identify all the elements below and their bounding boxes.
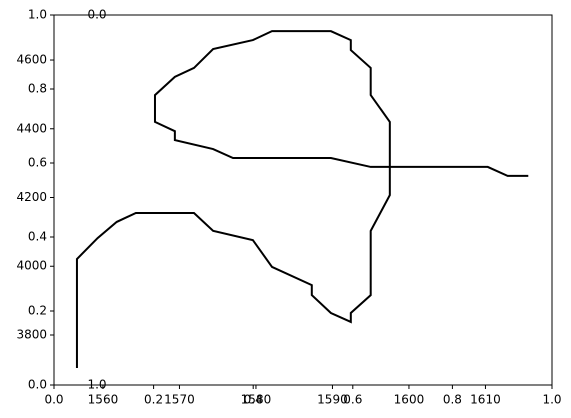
x-tick-label: 1600 (394, 393, 425, 407)
x-tick-label: 1570 (164, 393, 195, 407)
y-tick-label: 1.0 (87, 378, 106, 392)
x-tick-label: 1590 (317, 393, 348, 407)
y-tick-label: 0.0 (28, 378, 47, 392)
x-tick-label: 0.4 (244, 393, 263, 407)
y-tick-label: 4600 (16, 53, 47, 67)
x-tick-label: 1610 (470, 393, 501, 407)
y-tick-label: 0.8 (28, 82, 47, 96)
y-tick-label: 3800 (16, 327, 47, 341)
y-tick-label: 0.2 (28, 304, 47, 318)
x-tick-label: 0.2 (144, 393, 163, 407)
axes-frame (53, 14, 553, 386)
x-tick-label: 1.0 (542, 393, 561, 407)
y-tick-label: 0.4 (28, 230, 47, 244)
y-tick-label: 0.0 (87, 8, 106, 22)
x-tick-label: 0.8 (443, 393, 462, 407)
y-tick-label: 4000 (16, 259, 47, 273)
x-tick-label: 1560 (88, 393, 119, 407)
y-tick-label: 1.0 (28, 8, 47, 22)
y-tick-label: 0.6 (28, 156, 47, 170)
line (75, 30, 529, 368)
x-tick-label: 1580 (241, 393, 272, 407)
x-tick-label: 0.0 (44, 393, 63, 407)
y-tick-label: 4400 (16, 121, 47, 135)
y-tick-label: 4200 (16, 190, 47, 204)
x-tick-label: 0.6 (343, 393, 362, 407)
